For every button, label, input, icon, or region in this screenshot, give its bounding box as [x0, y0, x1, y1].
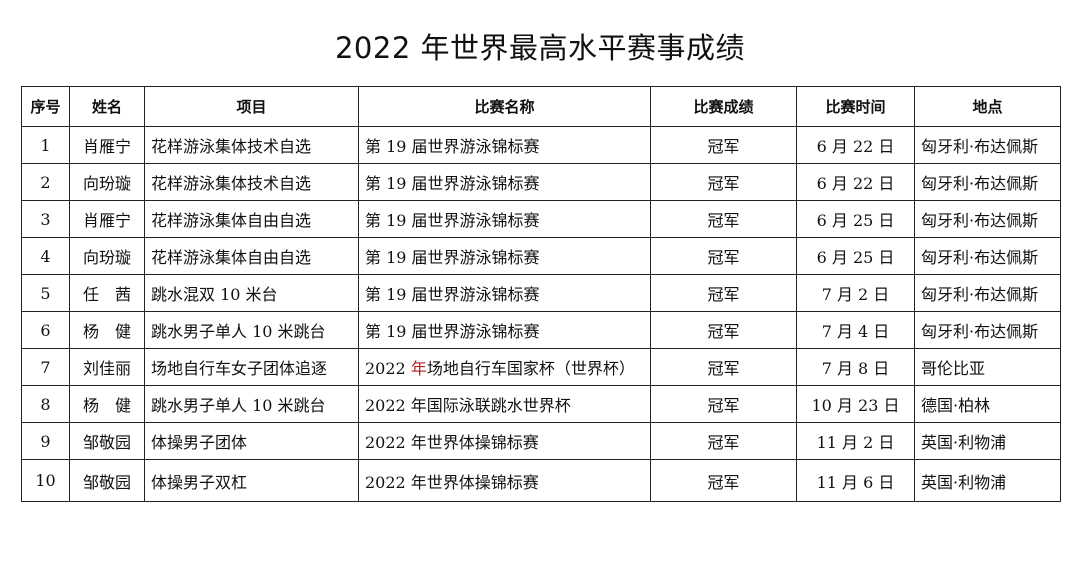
- cell-result: 冠军: [650, 311, 797, 349]
- cell-result: 冠军: [650, 422, 797, 460]
- cell-result: 冠军: [650, 163, 797, 201]
- table-row: 6 杨 健 跳水男子单人 10 米跳台 第 19 届世界游泳锦标赛 冠军 7 月…: [21, 311, 1061, 349]
- cell-no: 4: [21, 237, 70, 275]
- cell-date: 11 月 6 日: [796, 459, 915, 502]
- cell-result: 冠军: [650, 348, 797, 386]
- cell-name: 向玢璇: [69, 163, 145, 201]
- cell-date: 6 月 22 日: [796, 163, 915, 201]
- table-row: 2 向玢璇 花样游泳集体技术自选 第 19 届世界游泳锦标赛 冠军 6 月 22…: [21, 163, 1061, 201]
- cell-date: 7 月 4 日: [796, 311, 915, 349]
- cell-name: 肖雁宁: [69, 126, 145, 164]
- cell-competition: 第 19 届世界游泳锦标赛: [358, 237, 651, 275]
- cell-event: 体操男子团体: [144, 422, 359, 460]
- table-row: 1 肖雁宁 花样游泳集体技术自选 第 19 届世界游泳锦标赛 冠军 6 月 22…: [21, 126, 1061, 164]
- table-row: 4 向玢璇 花样游泳集体自由自选 第 19 届世界游泳锦标赛 冠军 6 月 25…: [21, 237, 1061, 275]
- page-title: 2022 年世界最高水平赛事成绩: [334, 31, 746, 65]
- cell-result: 冠军: [650, 385, 797, 423]
- cell-result: 冠军: [650, 126, 797, 164]
- cell-competition: 2022 年国际泳联跳水世界杯: [358, 385, 651, 423]
- cell-location: 英国·利物浦: [914, 459, 1061, 502]
- cell-no: 2: [21, 163, 70, 201]
- cell-location: 匈牙利·布达佩斯: [914, 237, 1061, 275]
- header-result: 比赛成绩: [650, 86, 797, 127]
- cell-name: 邹敬园: [69, 422, 145, 460]
- cell-competition: 2022 年场地自行车国家杯（世界杯）: [358, 348, 651, 386]
- competition-prefix: 2022: [365, 359, 411, 378]
- cell-competition: 第 19 届世界游泳锦标赛: [358, 200, 651, 238]
- header-date: 比赛时间: [796, 86, 915, 127]
- table-row: 10 邹敬园 体操男子双杠 2022 年世界体操锦标赛 冠军 11 月 6 日 …: [21, 459, 1061, 502]
- cell-name: 肖雁宁: [69, 200, 145, 238]
- results-table: 序号 姓名 项目 比赛名称 比赛成绩 比赛时间 地点 1 肖雁宁 花样游泳集体技…: [21, 86, 1061, 502]
- cell-name: 杨 健: [69, 311, 145, 349]
- table-row: 5 任 茜 跳水混双 10 米台 第 19 届世界游泳锦标赛 冠军 7 月 2 …: [21, 274, 1061, 312]
- cell-no: 10: [21, 459, 70, 502]
- competition-suffix: 场地自行车国家杯（世界杯）: [426, 359, 635, 378]
- cell-result: 冠军: [650, 274, 797, 312]
- cell-no: 3: [21, 200, 70, 238]
- cell-no: 5: [21, 274, 70, 312]
- cell-name: 邹敬园: [69, 459, 145, 502]
- cell-date: 6 月 25 日: [796, 237, 915, 275]
- table-row: 3 肖雁宁 花样游泳集体自由自选 第 19 届世界游泳锦标赛 冠军 6 月 25…: [21, 200, 1061, 238]
- cell-competition: 第 19 届世界游泳锦标赛: [358, 163, 651, 201]
- cell-location: 哥伦比亚: [914, 348, 1061, 386]
- cell-location: 匈牙利·布达佩斯: [914, 126, 1061, 164]
- cell-date: 10 月 23 日: [796, 385, 915, 423]
- cell-date: 6 月 25 日: [796, 200, 915, 238]
- cell-event: 花样游泳集体自由自选: [144, 237, 359, 275]
- cell-location: 匈牙利·布达佩斯: [914, 200, 1061, 238]
- cell-name: 刘佳丽: [69, 348, 145, 386]
- cell-event: 花样游泳集体技术自选: [144, 126, 359, 164]
- table-row: 7 刘佳丽 场地自行车女子团体追逐 2022 年场地自行车国家杯（世界杯） 冠军…: [21, 348, 1061, 386]
- table-header-row: 序号 姓名 项目 比赛名称 比赛成绩 比赛时间 地点: [21, 86, 1061, 127]
- table-row: 9 邹敬园 体操男子团体 2022 年世界体操锦标赛 冠军 11 月 2 日 英…: [21, 422, 1061, 460]
- cell-date: 7 月 8 日: [796, 348, 915, 386]
- cell-location: 匈牙利·布达佩斯: [914, 163, 1061, 201]
- cell-name: 向玢璇: [69, 237, 145, 275]
- table-row: 8 杨 健 跳水男子单人 10 米跳台 2022 年国际泳联跳水世界杯 冠军 1…: [21, 385, 1061, 423]
- cell-no: 8: [21, 385, 70, 423]
- cell-name: 任 茜: [69, 274, 145, 312]
- header-competition: 比赛名称: [358, 86, 651, 127]
- cell-location: 英国·利物浦: [914, 422, 1061, 460]
- cell-result: 冠军: [650, 459, 797, 502]
- cell-no: 1: [21, 126, 70, 164]
- cell-location: 匈牙利·布达佩斯: [914, 274, 1061, 312]
- cell-event: 跳水男子单人 10 米跳台: [144, 385, 359, 423]
- cell-date: 6 月 22 日: [796, 126, 915, 164]
- cell-competition: 第 19 届世界游泳锦标赛: [358, 274, 651, 312]
- header-name: 姓名: [69, 86, 145, 127]
- competition-accent-char: 年: [410, 359, 427, 378]
- cell-event: 花样游泳集体自由自选: [144, 200, 359, 238]
- cell-no: 7: [21, 348, 70, 386]
- cell-competition: 第 19 届世界游泳锦标赛: [358, 311, 651, 349]
- cell-date: 11 月 2 日: [796, 422, 915, 460]
- cell-competition: 第 19 届世界游泳锦标赛: [358, 126, 651, 164]
- header-event: 项目: [144, 86, 359, 127]
- cell-name: 杨 健: [69, 385, 145, 423]
- cell-result: 冠军: [650, 200, 797, 238]
- cell-event: 跳水混双 10 米台: [144, 274, 359, 312]
- cell-no: 9: [21, 422, 70, 460]
- cell-event: 跳水男子单人 10 米跳台: [144, 311, 359, 349]
- cell-location: 匈牙利·布达佩斯: [914, 311, 1061, 349]
- cell-date: 7 月 2 日: [796, 274, 915, 312]
- cell-competition: 2022 年世界体操锦标赛: [358, 459, 651, 502]
- cell-event: 花样游泳集体技术自选: [144, 163, 359, 201]
- cell-no: 6: [21, 311, 70, 349]
- cell-event: 场地自行车女子团体追逐: [144, 348, 359, 386]
- cell-location: 德国·柏林: [914, 385, 1061, 423]
- cell-event: 体操男子双杠: [144, 459, 359, 502]
- cell-result: 冠军: [650, 237, 797, 275]
- cell-competition: 2022 年世界体操锦标赛: [358, 422, 651, 460]
- header-location: 地点: [914, 86, 1061, 127]
- header-no: 序号: [21, 86, 70, 127]
